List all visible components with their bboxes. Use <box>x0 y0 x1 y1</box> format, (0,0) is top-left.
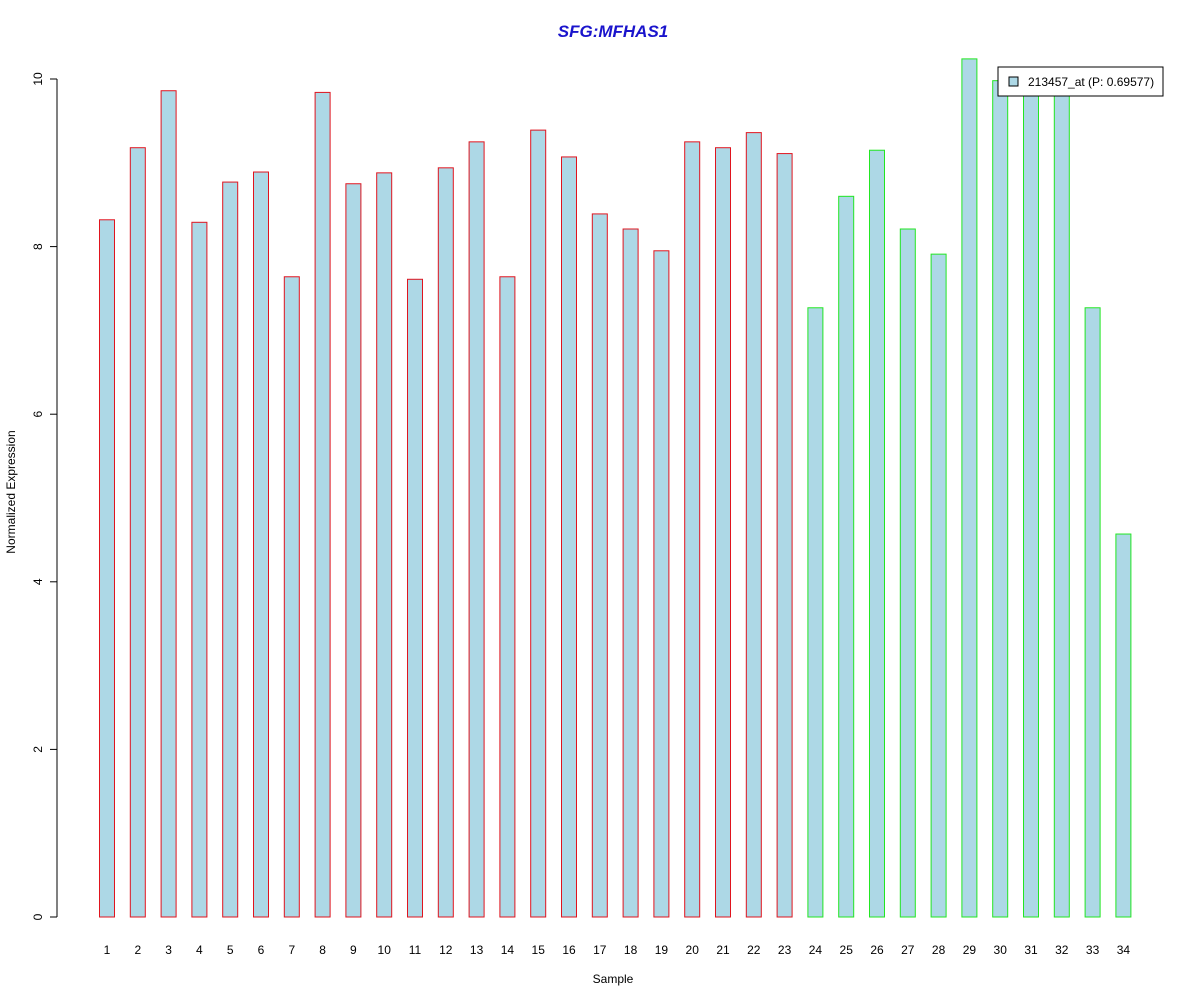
x-tick-label: 25 <box>840 943 854 957</box>
bar-sample-7 <box>283 276 300 918</box>
x-tick-label: 19 <box>655 943 669 957</box>
bar-sample-23 <box>776 153 793 918</box>
x-tick-label: 11 <box>409 943 422 957</box>
x-tick-label: 31 <box>1024 943 1038 957</box>
x-tick-label: 32 <box>1055 943 1069 957</box>
legend-swatch <box>1008 76 1019 87</box>
y-axis: 0 2 4 6 8 10 <box>31 72 58 920</box>
x-tick-label: 9 <box>350 943 357 957</box>
x-tick-label: 8 <box>319 943 326 957</box>
x-tick-label: 33 <box>1086 943 1100 957</box>
x-axis-title: Sample <box>593 972 634 986</box>
x-tick-label: 10 <box>378 943 392 957</box>
x-tick-label: 17 <box>593 943 607 957</box>
y-tick-label: 2 <box>31 746 45 753</box>
x-tick-label: 34 <box>1117 943 1131 957</box>
x-tick-label: 26 <box>870 943 884 957</box>
bar-sample-18 <box>622 228 639 918</box>
bar-sample-13 <box>468 141 485 918</box>
bar-sample-26 <box>869 149 885 918</box>
x-tick-label: 1 <box>104 943 111 957</box>
y-axis-title: Normalized Expression <box>4 430 18 553</box>
x-tick-label: 15 <box>532 943 546 957</box>
x-tick-label: 24 <box>809 943 823 957</box>
bar-sample-8 <box>314 91 331 918</box>
x-tick-label: 22 <box>747 943 761 957</box>
x-tick-label: 13 <box>470 943 484 957</box>
bar-sample-9 <box>345 183 362 918</box>
bar-sample-14 <box>499 276 516 918</box>
x-tick-label: 30 <box>994 943 1008 957</box>
x-tick-label: 27 <box>901 943 915 957</box>
bar-sample-4 <box>191 221 208 918</box>
y-tick-label: 10 <box>31 72 45 86</box>
x-tick-label: 23 <box>778 943 792 957</box>
y-tick-label: 6 <box>31 411 45 418</box>
chart-title: SFG:MFHAS1 <box>558 22 669 41</box>
bar-sample-19 <box>653 250 670 918</box>
bar-sample-5 <box>222 181 239 918</box>
x-tick-label: 6 <box>258 943 265 957</box>
x-tick-label: 28 <box>932 943 946 957</box>
bar-sample-25 <box>838 195 855 918</box>
bar-sample-27 <box>899 228 916 918</box>
x-tick-label: 2 <box>134 943 141 957</box>
x-tick-label: 12 <box>439 943 453 957</box>
y-tick-label: 8 <box>31 243 45 250</box>
bar-sample-21 <box>715 147 731 918</box>
bar-sample-20 <box>684 141 701 918</box>
bar-sample-22 <box>745 132 762 918</box>
bar-sample-15 <box>530 129 547 918</box>
y-tick-label: 4 <box>31 578 45 585</box>
bar-sample-3 <box>160 90 177 918</box>
x-tick-label: 3 <box>165 943 172 957</box>
bar-sample-32 <box>1053 90 1070 918</box>
legend-label: 213457_at (P: 0.69577) <box>1028 75 1154 89</box>
bar-sample-33 <box>1084 307 1101 918</box>
bar-sample-10 <box>376 172 393 918</box>
bar-sample-11 <box>407 278 423 918</box>
x-tick-label: 20 <box>686 943 700 957</box>
bar-sample-24 <box>807 307 824 918</box>
bar-sample-29 <box>961 58 978 918</box>
x-tick-label: 21 <box>716 943 730 957</box>
x-tick-label: 29 <box>963 943 977 957</box>
bar-sample-1 <box>99 219 115 918</box>
bar-sample-16 <box>561 156 577 918</box>
bar-sample-34 <box>1115 533 1132 918</box>
x-tick-label: 4 <box>196 943 203 957</box>
legend: 213457_at (P: 0.69577) <box>997 66 1164 97</box>
x-tick-label: 14 <box>501 943 515 957</box>
x-axis-ticks: 1 2 3 4 5 6 7 8 9 10 11 12 13 14 15 16 17 18 19 20 21 22 23 24 2… <box>104 943 1131 957</box>
bar-sample-6 <box>253 171 269 918</box>
bars <box>99 58 1132 918</box>
x-tick-label: 7 <box>288 943 295 957</box>
x-tick-label: 16 <box>562 943 576 957</box>
bar-sample-2 <box>129 147 146 918</box>
legend-box <box>997 66 1164 97</box>
bar-sample-28 <box>930 253 947 918</box>
y-tick-label: 0 <box>31 913 45 920</box>
bar-sample-30 <box>992 80 1009 918</box>
bar-sample-17 <box>591 213 608 918</box>
bar-sample-31 <box>1023 90 1039 918</box>
x-tick-label: 5 <box>227 943 234 957</box>
bar-sample-12 <box>437 167 454 918</box>
x-tick-label: 18 <box>624 943 638 957</box>
